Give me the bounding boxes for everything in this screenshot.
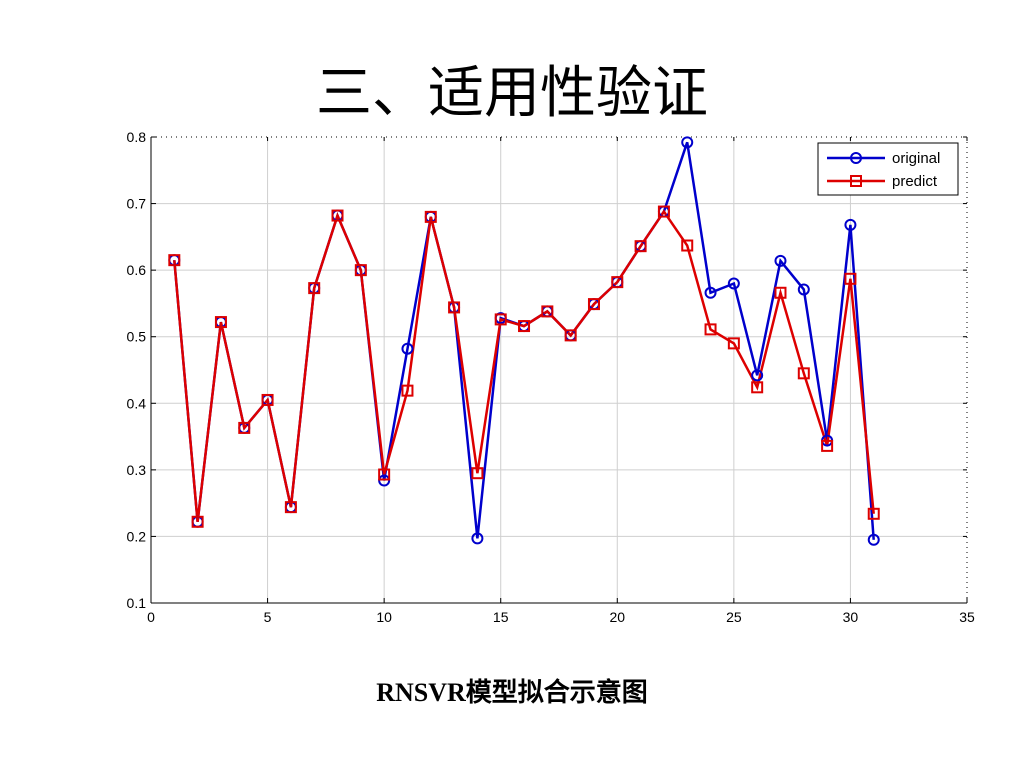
plot-background <box>151 137 967 603</box>
y-tick-label: 0.1 <box>127 595 147 611</box>
data-point-original <box>774 254 787 267</box>
x-tick-label: 30 <box>843 609 859 625</box>
data-point-predict <box>727 337 740 350</box>
x-tick-label: 20 <box>609 609 625 625</box>
data-point-predict <box>821 439 834 452</box>
data-point-predict <box>448 301 461 314</box>
legend-box <box>817 142 959 196</box>
y-tick-label: 0.6 <box>127 262 147 278</box>
data-point-predict <box>751 381 764 394</box>
data-point-predict <box>284 501 297 514</box>
y-tick-label: 0.3 <box>127 462 147 478</box>
y-tick-label: 0.4 <box>127 395 147 411</box>
data-point-original <box>681 136 694 149</box>
data-point-predict <box>471 467 484 480</box>
data-point-original <box>844 218 857 231</box>
legend-marker-predict <box>850 175 862 187</box>
y-tick-label: 0.8 <box>127 129 147 145</box>
data-point-predict <box>331 209 344 222</box>
data-point-predict <box>774 286 787 299</box>
legend-label-original: original <box>892 150 940 167</box>
data-point-predict <box>308 282 321 295</box>
data-point-predict <box>168 254 181 267</box>
x-tick-label: 25 <box>726 609 742 625</box>
x-tick-label: 35 <box>959 609 975 625</box>
series-line-predict <box>173 209 875 522</box>
x-tick-label: 5 <box>264 609 272 625</box>
data-point-predict <box>564 329 577 342</box>
data-point-predict <box>261 393 274 406</box>
data-point-predict <box>378 468 391 481</box>
data-point-predict <box>704 323 717 336</box>
data-point-original <box>797 283 810 296</box>
legend-label-predict: predict <box>892 173 938 190</box>
y-tick-label: 0.5 <box>127 329 147 345</box>
data-point-predict <box>797 367 810 380</box>
data-point-original <box>727 277 740 290</box>
data-point-predict <box>354 264 367 277</box>
data-point-original <box>471 532 484 545</box>
x-tick-label: 10 <box>376 609 392 625</box>
data-point-original <box>401 342 414 355</box>
chart-caption: RNSVR模型拟合示意图 <box>376 678 648 707</box>
data-point-predict <box>634 240 647 253</box>
data-point-original <box>751 369 764 382</box>
data-point-predict <box>844 272 857 285</box>
data-point-predict <box>587 298 600 311</box>
data-point-original <box>867 533 880 546</box>
data-point-predict <box>494 313 507 326</box>
slide-title: 三、适用性验证 <box>316 61 708 126</box>
x-tick-label: 15 <box>493 609 509 625</box>
x-tick-label: 0 <box>147 609 155 625</box>
data-point-predict <box>611 276 624 289</box>
data-point-predict <box>657 205 670 218</box>
y-tick-label: 0.2 <box>127 528 147 544</box>
data-point-predict <box>424 210 437 223</box>
data-point-predict <box>518 320 531 333</box>
data-point-original <box>704 286 717 299</box>
data-point-predict <box>867 507 880 520</box>
y-tick-label: 0.7 <box>127 196 147 212</box>
data-point-predict <box>541 305 554 318</box>
legend-marker-original <box>850 152 862 164</box>
data-point-predict <box>191 515 204 528</box>
data-point-predict <box>401 384 414 397</box>
data-point-predict <box>681 239 694 252</box>
data-point-predict <box>238 421 251 434</box>
data-point-predict <box>214 316 227 329</box>
